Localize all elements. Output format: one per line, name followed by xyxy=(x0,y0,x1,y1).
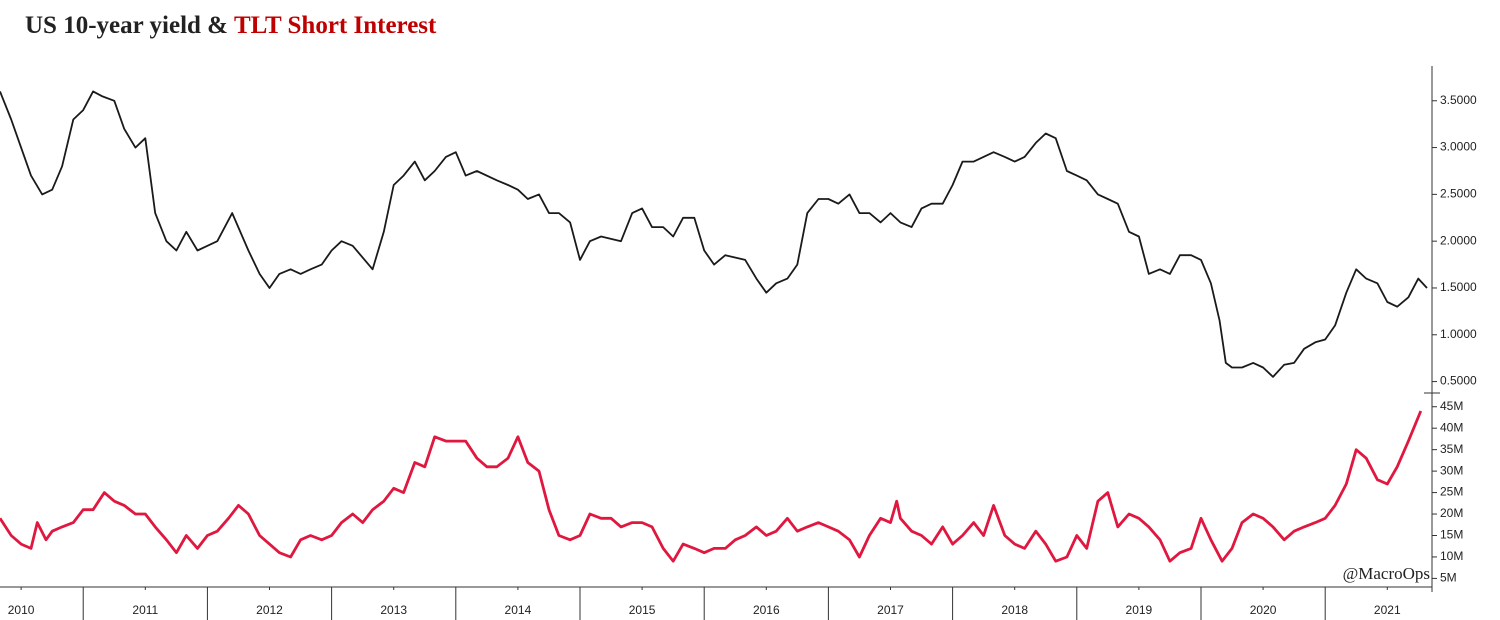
y-tick-label: 35M xyxy=(1440,442,1463,456)
x-tick-label: 2017 xyxy=(877,603,904,617)
series-line xyxy=(0,90,1428,378)
y-tick-label: 25M xyxy=(1440,485,1463,499)
x-tick-label: 2019 xyxy=(1126,603,1153,617)
y-tick-label: 2.0000 xyxy=(1440,233,1477,247)
x-tick-label: 2018 xyxy=(1001,603,1028,617)
y-tick-label: 2.5000 xyxy=(1440,187,1477,201)
y-tick-label: 20M xyxy=(1440,506,1463,520)
y-tick-label: 10M xyxy=(1440,549,1463,563)
y-tick-label: 1.5000 xyxy=(1440,280,1477,294)
y-tick-label: 3.5000 xyxy=(1440,93,1477,107)
y-tick-label: 15M xyxy=(1440,528,1463,542)
x-tick-label: 2013 xyxy=(380,603,407,617)
y-tick-label: 1.0000 xyxy=(1440,327,1477,341)
x-tick-label: 2014 xyxy=(505,603,532,617)
annotation: @MacroOps xyxy=(1343,564,1430,583)
y-tick-label: 40M xyxy=(1440,420,1463,434)
y-tick-label: 5M xyxy=(1440,571,1457,585)
y-tick-label: 30M xyxy=(1440,463,1463,477)
title-highlight: TLT Short Interest xyxy=(234,12,437,39)
x-tick-label: 2012 xyxy=(256,603,283,617)
x-tick-label: 2011 xyxy=(132,603,158,617)
y-tick-label: 0.5000 xyxy=(1440,374,1477,388)
y-tick-label: 3.0000 xyxy=(1440,140,1477,154)
chart-title: US 10-year yield & TLT Short Interest xyxy=(25,12,437,39)
y-tick-label: 45M xyxy=(1440,399,1463,413)
title-main: US 10-year yield & xyxy=(25,12,228,39)
x-tick-label: 2010 xyxy=(8,603,35,617)
series-line xyxy=(0,410,1423,563)
x-tick-label: 2020 xyxy=(1250,603,1277,617)
x-tick-label: 2016 xyxy=(753,603,780,617)
x-tick-label: 2015 xyxy=(629,603,656,617)
x-tick-label: 2021 xyxy=(1374,603,1401,617)
